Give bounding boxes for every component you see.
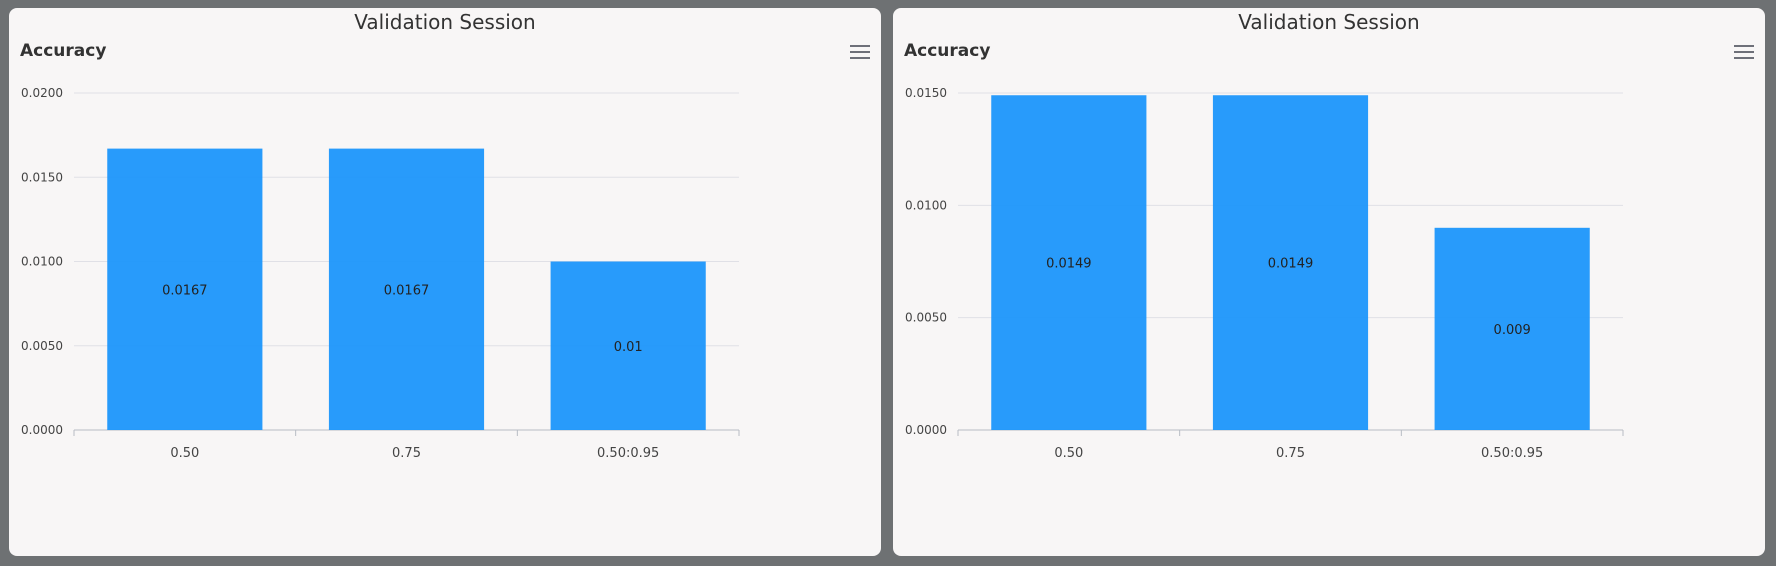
bar-chart: 0.0000 0.0050 0.0100 0.0150 0.0149 0.50 0.0149… (905, 86, 1624, 461)
chart-panel-left: Validation Session Accuracy 0.0000 0.0050… (9, 8, 881, 556)
window-title: Validation Session (1238, 10, 1420, 34)
bar-value-label: 0.0167 (162, 283, 208, 298)
bar-value-label: 0.009 (1494, 323, 1531, 338)
x-tick-label: 0.50:0.95 (1481, 446, 1543, 461)
y-tick-label: 0.0100 (21, 255, 63, 269)
x-tick-label: 0.50 (170, 446, 199, 461)
y-tick-label: 0.0000 (905, 423, 947, 437)
window-title: Validation Session (354, 10, 536, 34)
bar-value-label: 0.01 (614, 340, 643, 355)
y-tick-label: 0.0150 (905, 86, 947, 100)
bar-value-label: 0.0149 (1046, 257, 1092, 272)
x-tick-label: 0.50 (1054, 446, 1083, 461)
bar (1212, 95, 1369, 430)
bar (550, 261, 706, 430)
y-tick-label: 0.0150 (21, 170, 63, 184)
hamburger-menu-icon[interactable] (1734, 45, 1754, 59)
bar (107, 148, 263, 431)
hamburger-menu-icon[interactable] (850, 45, 870, 59)
y-tick-label: 0.0050 (905, 311, 947, 325)
y-tick-label: 0.0000 (21, 423, 63, 437)
chart-panel-right: Validation Session Accuracy 0.0000 0.0050… (893, 8, 1765, 556)
x-tick-label: 0.75 (1276, 446, 1305, 461)
chart-title: Accuracy (904, 41, 991, 61)
bar-chart: 0.0000 0.0050 0.0100 0.0150 0.0200 0.0167 0.50… (21, 86, 740, 461)
bar-value-label: 0.0149 (1268, 257, 1314, 272)
y-tick-label: 0.0200 (21, 86, 63, 100)
y-tick-label: 0.0050 (21, 339, 63, 353)
bar (328, 148, 485, 431)
x-tick-label: 0.50:0.95 (597, 446, 659, 461)
chart-title: Accuracy (20, 41, 107, 61)
y-tick-label: 0.0100 (905, 198, 947, 212)
x-tick-label: 0.75 (392, 446, 421, 461)
bar (991, 95, 1147, 430)
bar-value-label: 0.0167 (384, 283, 430, 298)
bar (1434, 227, 1590, 430)
